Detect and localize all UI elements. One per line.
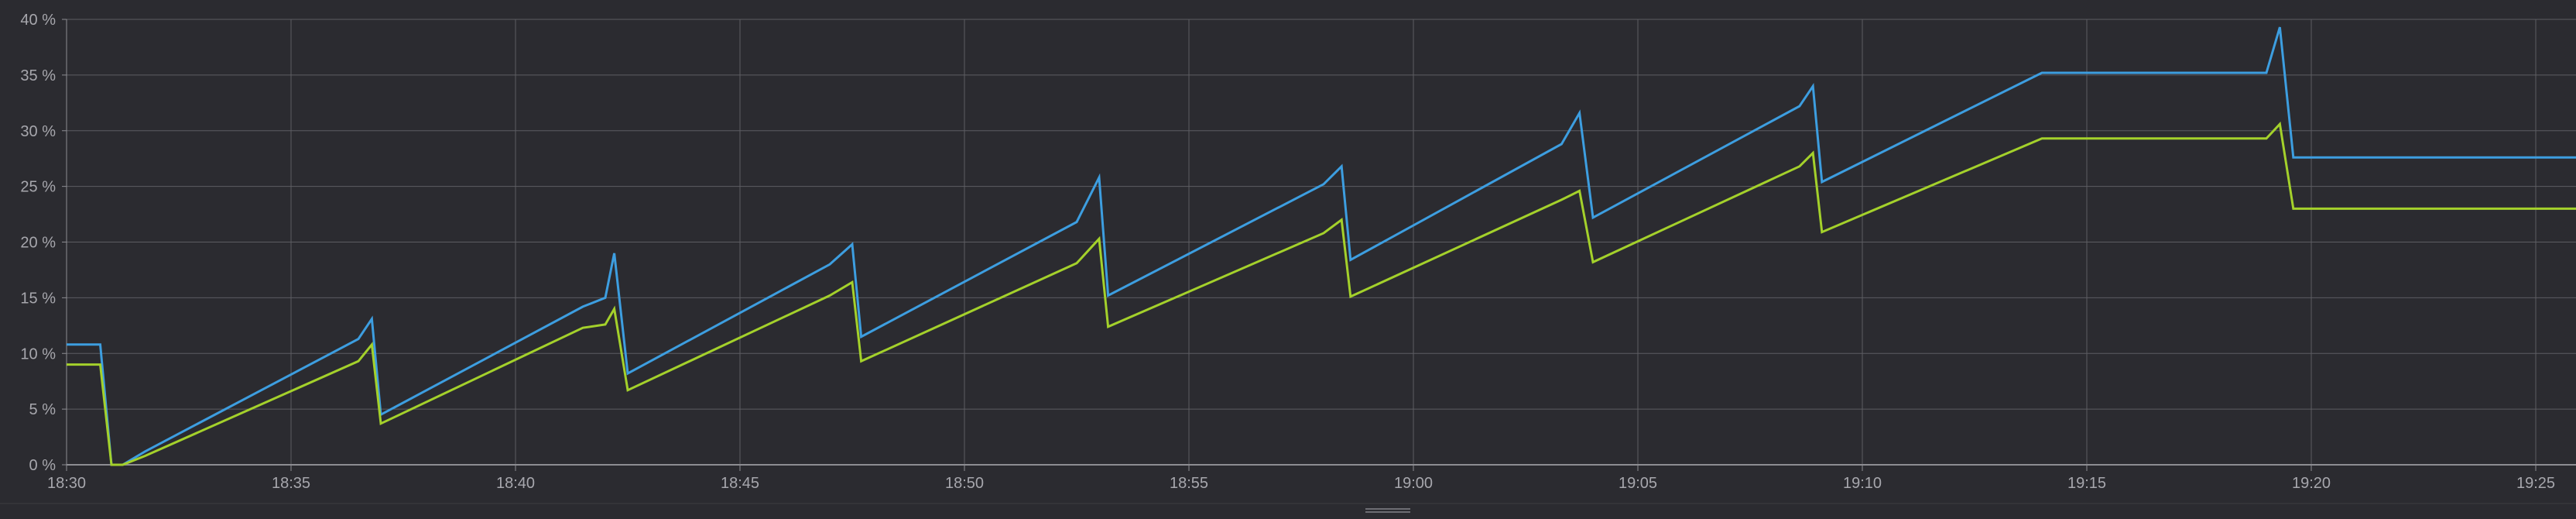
panel-resize-handle[interactable]	[1365, 508, 1410, 516]
x-tick-label: 19:05	[1619, 475, 1657, 492]
x-tick-label: 19:00	[1394, 475, 1433, 492]
y-tick-label: 20 %	[20, 235, 56, 252]
x-tick-label: 18:30	[47, 475, 86, 492]
x-tick-label: 18:55	[1170, 475, 1208, 492]
x-tick-label: 19:10	[1843, 475, 1882, 492]
x-tick-label: 18:45	[721, 475, 759, 492]
y-tick-label: 35 %	[20, 67, 56, 84]
tick-label-layer: 0 % 5 % 10 % 15 % 20 % 25 % 30 % 35 % 40 % 18:30 1…	[20, 12, 2555, 492]
grip-line-icon	[1365, 511, 1410, 513]
y-tick-label: 40 %	[20, 12, 56, 29]
series-layer	[67, 26, 2576, 466]
grid-layer	[66, 19, 2576, 465]
x-tick-label: 18:50	[945, 475, 984, 492]
series-line-1	[67, 26, 2576, 466]
axis-layer	[0, 19, 2576, 504]
x-tick-label: 19:20	[2292, 475, 2331, 492]
x-tick-label: 18:35	[272, 475, 310, 492]
y-tick-label: 10 %	[20, 345, 56, 363]
series-line-2	[67, 121, 2576, 466]
y-tick-label: 15 %	[20, 290, 56, 307]
y-tick-label: 30 %	[20, 123, 56, 140]
grip-line-icon	[1365, 508, 1410, 510]
y-tick-label: 0 %	[29, 457, 57, 474]
y-tick-label: 5 %	[29, 401, 57, 418]
x-tick-label: 19:15	[2067, 475, 2106, 492]
y-tick-label: 25 %	[20, 179, 56, 196]
x-tick-label: 18:40	[496, 475, 535, 492]
x-tick-label: 19:25	[2516, 475, 2555, 492]
